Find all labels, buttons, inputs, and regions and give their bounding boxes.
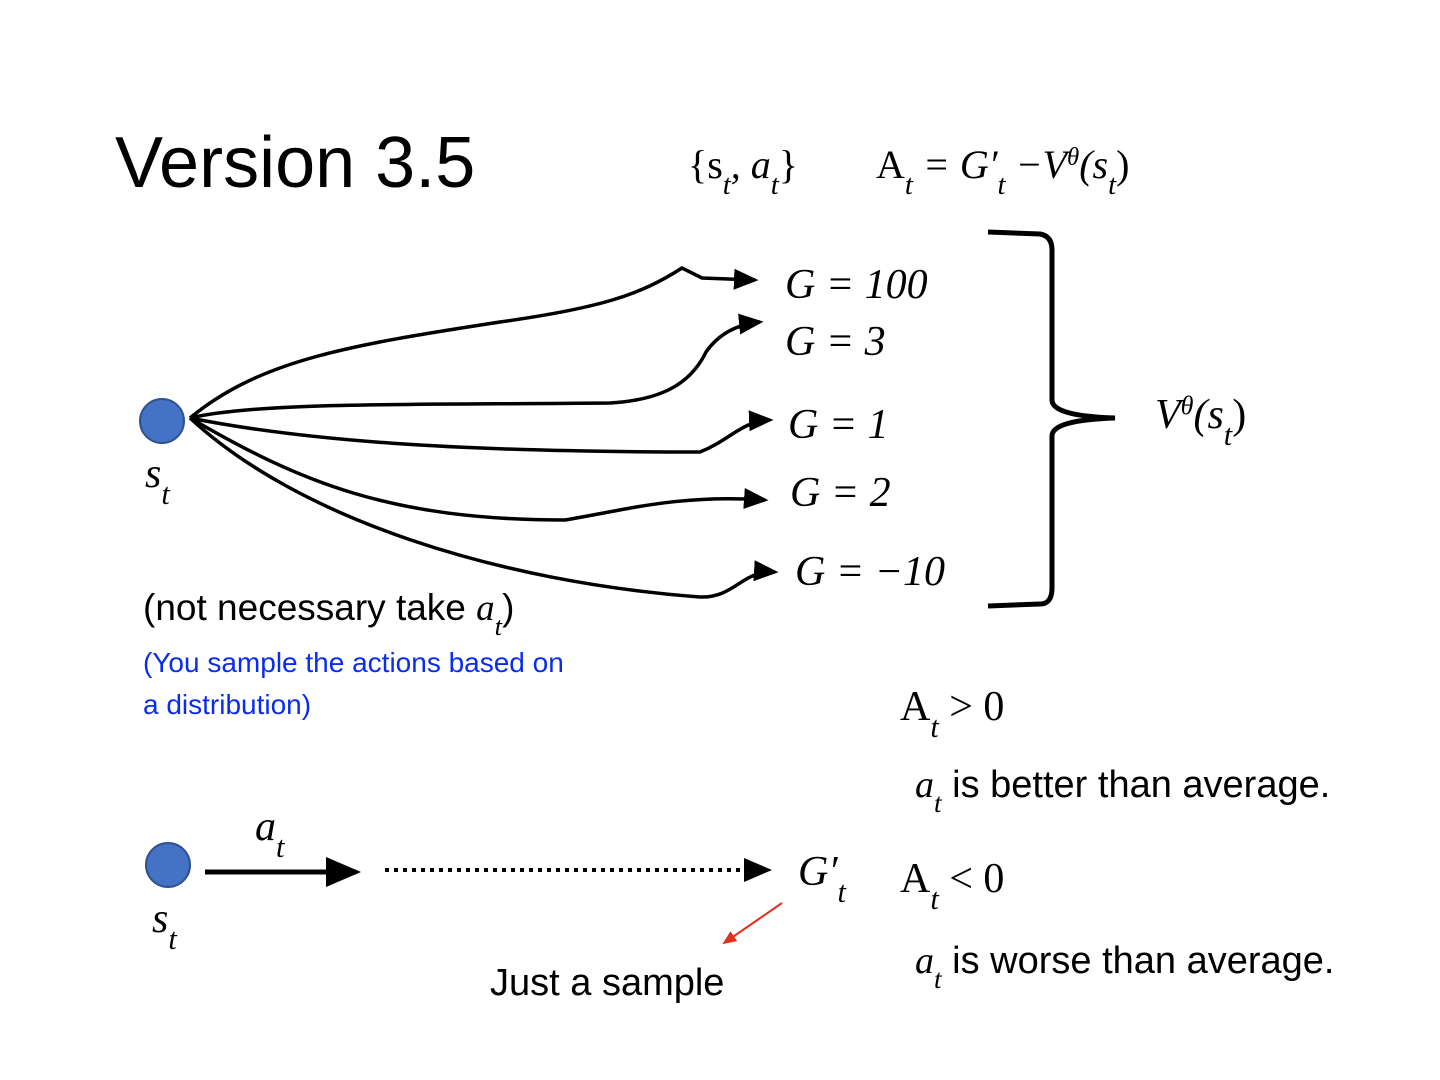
trajectory [189, 416, 769, 522]
hint: (You sample the actions based on [143, 647, 564, 678]
variable: a [915, 764, 934, 806]
subscript: t [276, 830, 285, 864]
text: s [152, 896, 168, 942]
state-node [145, 842, 191, 888]
superscript: θ [1067, 144, 1079, 171]
subscript: t [934, 788, 943, 818]
text: is better than average. [942, 764, 1331, 806]
return-label: G = 2 [790, 470, 891, 516]
hint: a distribution) [143, 689, 311, 720]
text: ) [1116, 142, 1129, 187]
slide-title: Version 3.5 [115, 123, 475, 203]
text: −V [1006, 142, 1072, 187]
text: < 0 [939, 856, 1005, 902]
condition: At > 0 [900, 684, 1004, 744]
subscript: t [905, 169, 914, 201]
text: {s [688, 142, 723, 187]
text: , a [731, 142, 771, 187]
state-label: st [145, 451, 170, 511]
trajectory [188, 416, 779, 599]
note: (not necessary take at) [143, 587, 514, 641]
text: A [900, 856, 931, 902]
subscript: t [161, 477, 170, 511]
brace [987, 229, 1116, 609]
advantage-formula: At = G′t −Vθ(st) [876, 142, 1129, 201]
subscript: t [838, 875, 847, 909]
sample-return: G′t [798, 849, 847, 909]
text: } [779, 142, 798, 187]
subscript: t [168, 922, 177, 956]
subscript: t [495, 611, 503, 641]
trajectory [189, 313, 764, 420]
action-label: at [255, 804, 285, 864]
text: A [900, 684, 931, 730]
subscript: t [930, 882, 939, 916]
superscript: θ [1181, 391, 1194, 420]
subscript: t [1108, 169, 1117, 201]
text: (not necessary take [143, 587, 476, 628]
text: ) [502, 587, 514, 628]
trajectory [189, 410, 774, 454]
condition: At < 0 [900, 856, 1004, 916]
return-label: G = 100 [785, 262, 928, 308]
meaning: at is better than average. [915, 764, 1330, 818]
text: (s [1193, 392, 1223, 438]
text: s [145, 451, 161, 497]
subscript: t [1224, 418, 1233, 452]
return-label: G = 1 [788, 402, 889, 448]
state-action-pair: {st, at} [688, 142, 798, 201]
subscript: t [930, 710, 939, 744]
return-label: G = −10 [795, 549, 945, 595]
state-label: st [152, 896, 177, 956]
pointer-arrow [722, 902, 783, 945]
trajectory [188, 265, 759, 420]
caption: Just a sample [490, 962, 724, 1004]
text: V [1155, 392, 1185, 438]
variable: a [915, 940, 934, 982]
text: is worse than average. [942, 940, 1335, 982]
text: (s [1079, 142, 1108, 187]
variable: a [476, 588, 495, 629]
meaning: at is worse than average. [915, 940, 1335, 994]
text: A [876, 142, 905, 187]
text: a [255, 804, 276, 850]
state-node [139, 398, 185, 444]
subscript: t [998, 169, 1007, 201]
text: > 0 [939, 684, 1005, 730]
text: ) [1232, 392, 1246, 438]
return-label: G = 3 [785, 319, 886, 365]
subscript: t [934, 964, 943, 994]
text: G′ [798, 849, 838, 895]
text: = G′ [913, 142, 999, 187]
subscript: t [723, 169, 732, 201]
subscript: t [771, 169, 780, 201]
baseline-label: Vθ(st) [1155, 391, 1246, 453]
